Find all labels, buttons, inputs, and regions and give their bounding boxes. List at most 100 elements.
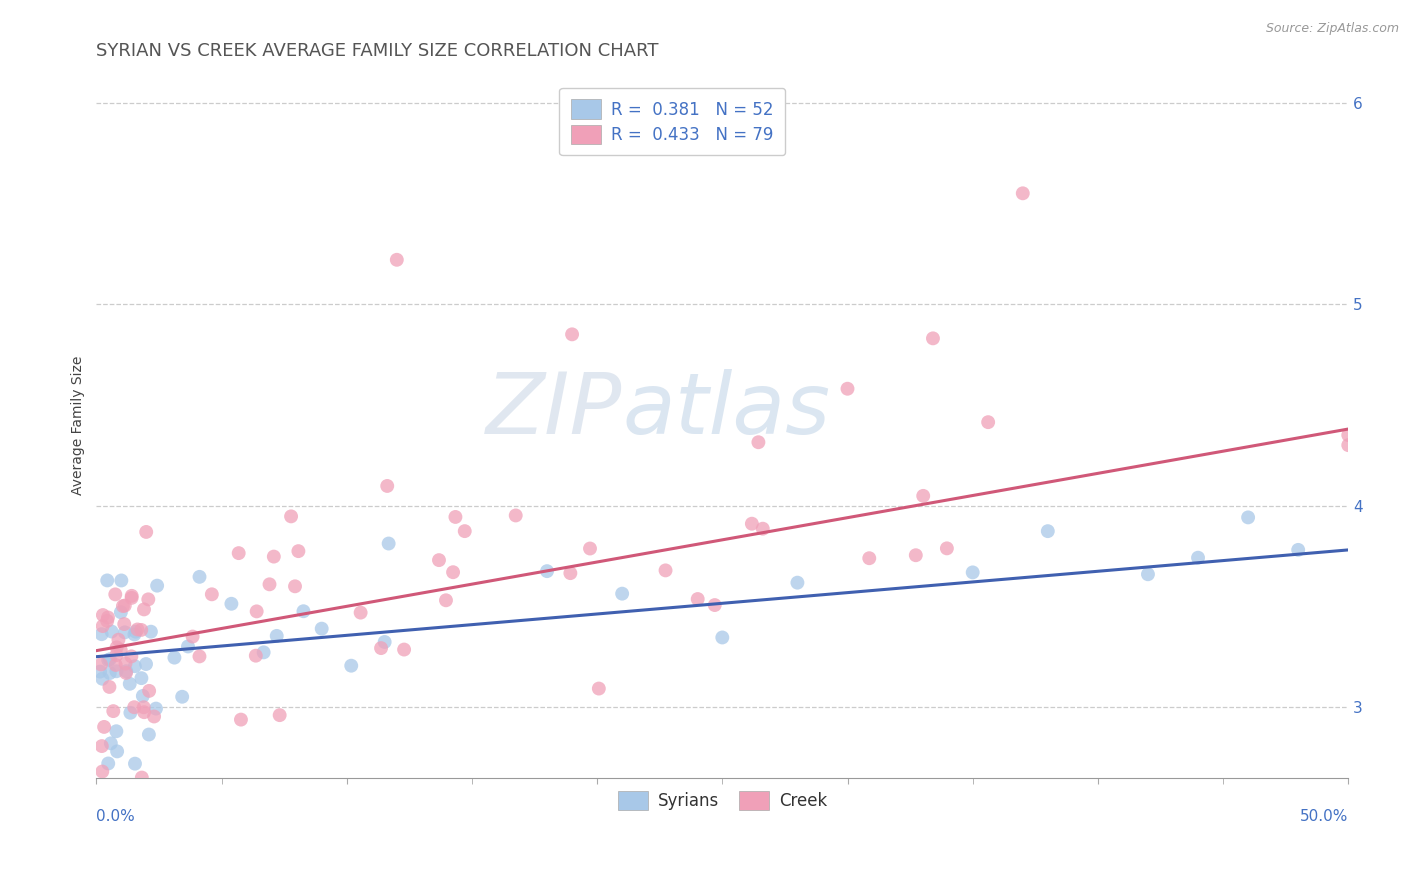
Point <box>579 541 602 556</box>
Point <box>131 671 153 685</box>
Point <box>112 617 135 632</box>
Point <box>427 553 450 567</box>
Text: 0.0%: 0.0% <box>97 809 135 824</box>
Point <box>752 522 775 536</box>
Point <box>97 610 120 624</box>
Point <box>98 680 121 694</box>
Point <box>560 566 582 581</box>
Point <box>588 681 610 696</box>
Point <box>100 624 122 639</box>
Point <box>129 623 152 637</box>
Point <box>127 623 149 637</box>
Point <box>138 727 160 741</box>
Point <box>434 593 457 607</box>
Point <box>922 331 945 345</box>
Point <box>229 713 252 727</box>
Point <box>105 648 128 662</box>
Point <box>93 720 115 734</box>
Point <box>132 700 155 714</box>
Point <box>91 764 114 779</box>
Point <box>284 579 307 593</box>
Point <box>138 684 160 698</box>
Text: ZIP: ZIP <box>486 369 623 452</box>
Point <box>1237 510 1260 524</box>
Point <box>172 690 194 704</box>
Point <box>340 658 363 673</box>
Point <box>132 689 155 703</box>
Point <box>124 756 146 771</box>
Point <box>96 614 118 628</box>
Point <box>786 575 808 590</box>
Point <box>612 587 634 601</box>
Point <box>115 664 138 678</box>
Point <box>245 648 267 663</box>
Point <box>292 604 315 618</box>
Point <box>188 649 211 664</box>
Point <box>107 632 129 647</box>
Point <box>311 622 333 636</box>
Point <box>686 592 709 607</box>
Point <box>90 739 112 753</box>
Point <box>121 589 143 603</box>
Text: Source: ZipAtlas.com: Source: ZipAtlas.com <box>1265 22 1399 36</box>
Point <box>246 604 269 618</box>
Point <box>135 657 157 671</box>
Point <box>97 756 120 771</box>
Point <box>131 771 153 785</box>
Point <box>110 574 132 588</box>
Point <box>287 544 309 558</box>
Point <box>105 724 128 739</box>
Point <box>392 642 415 657</box>
Point <box>120 649 142 664</box>
Point <box>561 327 583 342</box>
Point <box>114 599 136 613</box>
Point <box>120 706 142 720</box>
Point <box>118 677 141 691</box>
Point <box>747 435 769 450</box>
Point <box>136 592 159 607</box>
Point <box>904 548 927 562</box>
Point <box>703 598 725 612</box>
Point <box>711 631 734 645</box>
Point <box>110 643 132 657</box>
Point <box>105 665 128 679</box>
Text: 50.0%: 50.0% <box>1301 809 1348 824</box>
Text: atlas: atlas <box>623 369 830 452</box>
Point <box>91 619 114 633</box>
Point <box>269 708 291 723</box>
Point <box>935 541 957 556</box>
Point <box>912 489 935 503</box>
Point <box>111 599 134 613</box>
Point <box>98 652 121 666</box>
Point <box>201 587 224 601</box>
Y-axis label: Average Family Size: Average Family Size <box>72 355 86 495</box>
Point <box>385 252 408 267</box>
Point <box>110 605 132 619</box>
Point <box>132 602 155 616</box>
Point <box>858 551 880 566</box>
Point <box>375 479 398 493</box>
Point <box>370 641 392 656</box>
Point <box>441 565 464 579</box>
Point <box>100 736 122 750</box>
Point <box>91 672 114 686</box>
Point <box>97 653 120 667</box>
Point <box>962 566 984 580</box>
Point <box>124 624 146 639</box>
Point <box>253 645 276 659</box>
Point <box>181 630 204 644</box>
Point <box>536 564 558 578</box>
Point <box>654 563 676 577</box>
Point <box>104 658 127 673</box>
Point <box>124 659 146 673</box>
Point <box>266 629 288 643</box>
Point <box>741 516 763 531</box>
Point <box>124 627 146 641</box>
Point <box>1036 524 1059 538</box>
Point <box>115 665 138 680</box>
Point <box>89 665 111 679</box>
Point <box>104 587 127 601</box>
Point <box>139 624 162 639</box>
Legend: Syrians, Creek: Syrians, Creek <box>609 782 835 819</box>
Point <box>114 657 136 671</box>
